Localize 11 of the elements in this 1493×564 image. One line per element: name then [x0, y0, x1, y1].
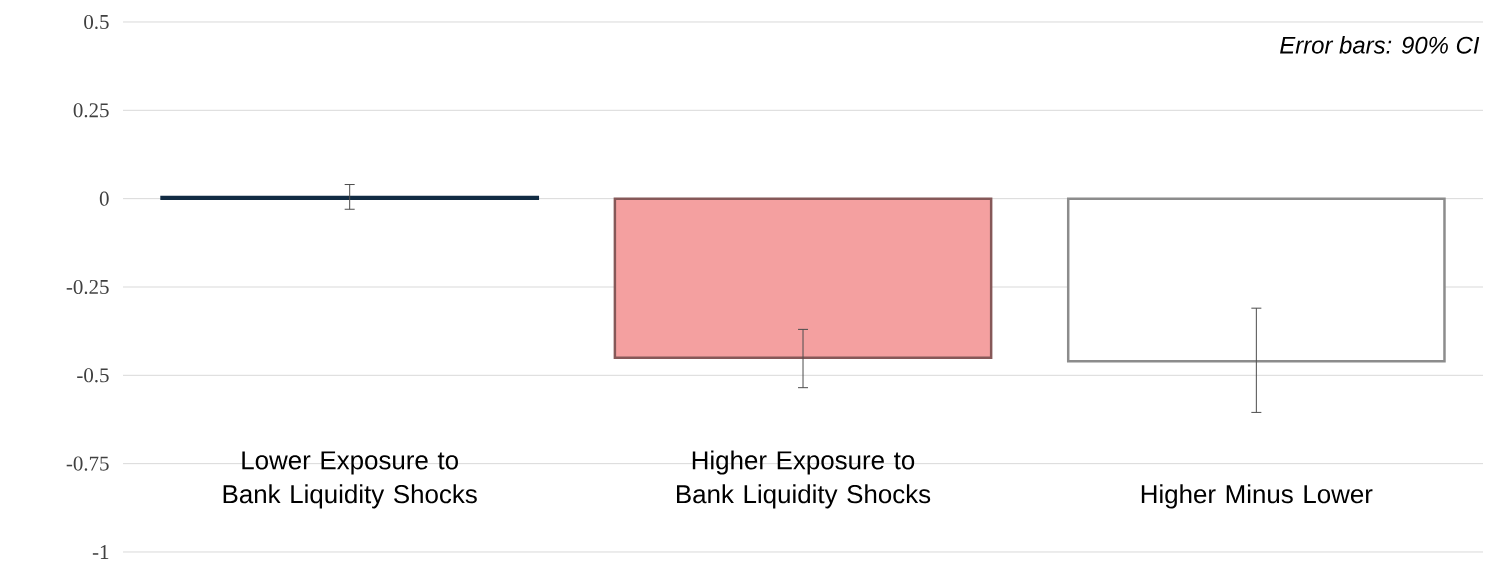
y-tick-label: 0.25: [73, 103, 109, 118]
y-tick-label: -0.25: [66, 279, 109, 295]
y-tick-label: -0.75: [66, 456, 109, 471]
x-tick-label: Higher Minus Lower: [1141, 484, 1373, 509]
y-tick-label: -1: [92, 545, 109, 559]
x-tick-label: Lower Exposure to Bank Liquidity Shocks: [223, 451, 477, 509]
y-tick-label: 0.5: [84, 14, 109, 30]
y-tick-label: -0.5: [77, 368, 109, 383]
annotation: Error bars: 90% CI: [1280, 36, 1480, 54]
x-tick-label: Higher Exposure to Bank Liquidity Shocks: [677, 450, 931, 509]
y-tick-label: 0: [99, 191, 109, 206]
